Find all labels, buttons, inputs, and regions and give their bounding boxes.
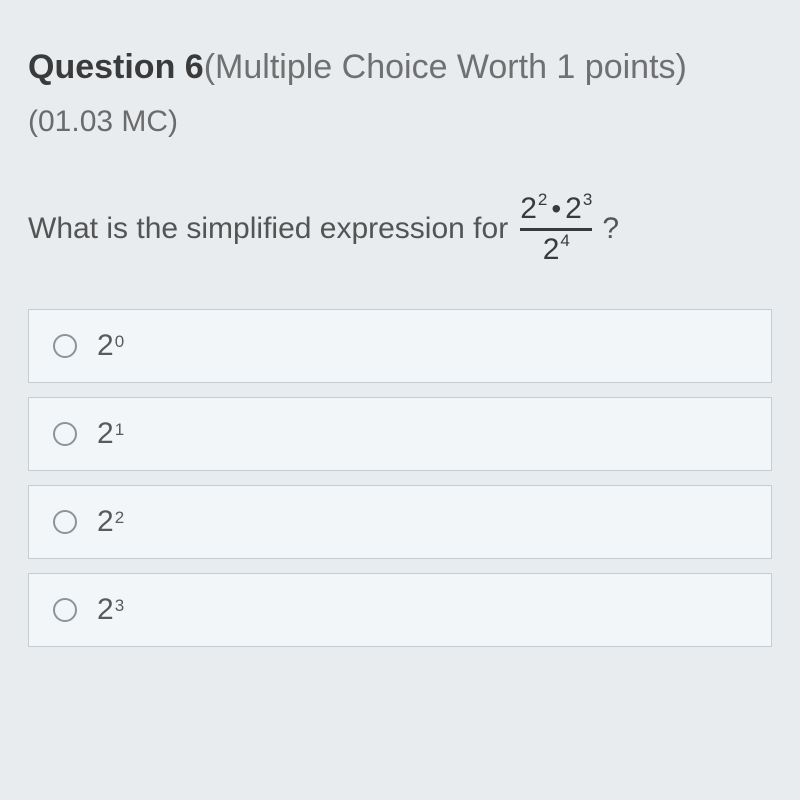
answer-choice-b[interactable]: 2 1: [28, 397, 772, 471]
num-term-1-exp: 2: [538, 191, 547, 209]
question-header: Question 6(Multiple Choice Worth 1 point…: [28, 48, 772, 87]
num-term-1: 2 2: [520, 193, 547, 225]
multiplication-dot-icon: •: [551, 195, 561, 223]
den-exp: 4: [560, 232, 569, 250]
num-term-2: 2 3: [565, 193, 592, 225]
question-label: Question: [28, 48, 185, 86]
choice-b-exp: 1: [115, 420, 124, 440]
num-term-2-base: 2: [565, 193, 582, 225]
prompt-trail-text: ?: [602, 212, 619, 246]
num-term-1-base: 2: [520, 193, 537, 225]
fraction-numerator: 2 2 • 2 3: [520, 193, 592, 225]
choice-c-exp: 2: [115, 508, 124, 528]
choice-text: 2 2: [97, 505, 124, 539]
choice-text: 2 3: [97, 593, 124, 627]
fraction-bar: [520, 228, 592, 231]
choice-c-base: 2: [97, 505, 114, 539]
prompt-fraction: 2 2 • 2 3 2 4: [520, 193, 592, 265]
radio-icon[interactable]: [53, 510, 77, 534]
num-term-2-exp: 3: [583, 191, 592, 209]
den-base: 2: [543, 234, 560, 266]
radio-icon[interactable]: [53, 422, 77, 446]
answer-choices: 2 0 2 1 2 2 2 3: [28, 309, 772, 647]
choice-d-base: 2: [97, 593, 114, 627]
prompt-lead-text: What is the simplified expression for: [28, 212, 508, 246]
choice-b-base: 2: [97, 417, 114, 451]
choice-d-exp: 3: [115, 596, 124, 616]
standard-code: (01.03 MC): [28, 105, 772, 139]
question-number: 6: [185, 48, 204, 86]
answer-choice-d[interactable]: 2 3: [28, 573, 772, 647]
question-prompt: What is the simplified expression for 2 …: [28, 193, 772, 265]
radio-icon[interactable]: [53, 598, 77, 622]
answer-choice-a[interactable]: 2 0: [28, 309, 772, 383]
choice-a-base: 2: [97, 329, 114, 363]
choice-text: 2 0: [97, 329, 124, 363]
radio-icon[interactable]: [53, 334, 77, 358]
denominator-term: 2 4: [543, 234, 570, 266]
answer-choice-c[interactable]: 2 2: [28, 485, 772, 559]
choice-a-exp: 0: [115, 332, 124, 352]
fraction-denominator: 2 4: [543, 234, 570, 266]
question-meta: (Multiple Choice Worth 1 points): [204, 48, 687, 86]
choice-text: 2 1: [97, 417, 124, 451]
